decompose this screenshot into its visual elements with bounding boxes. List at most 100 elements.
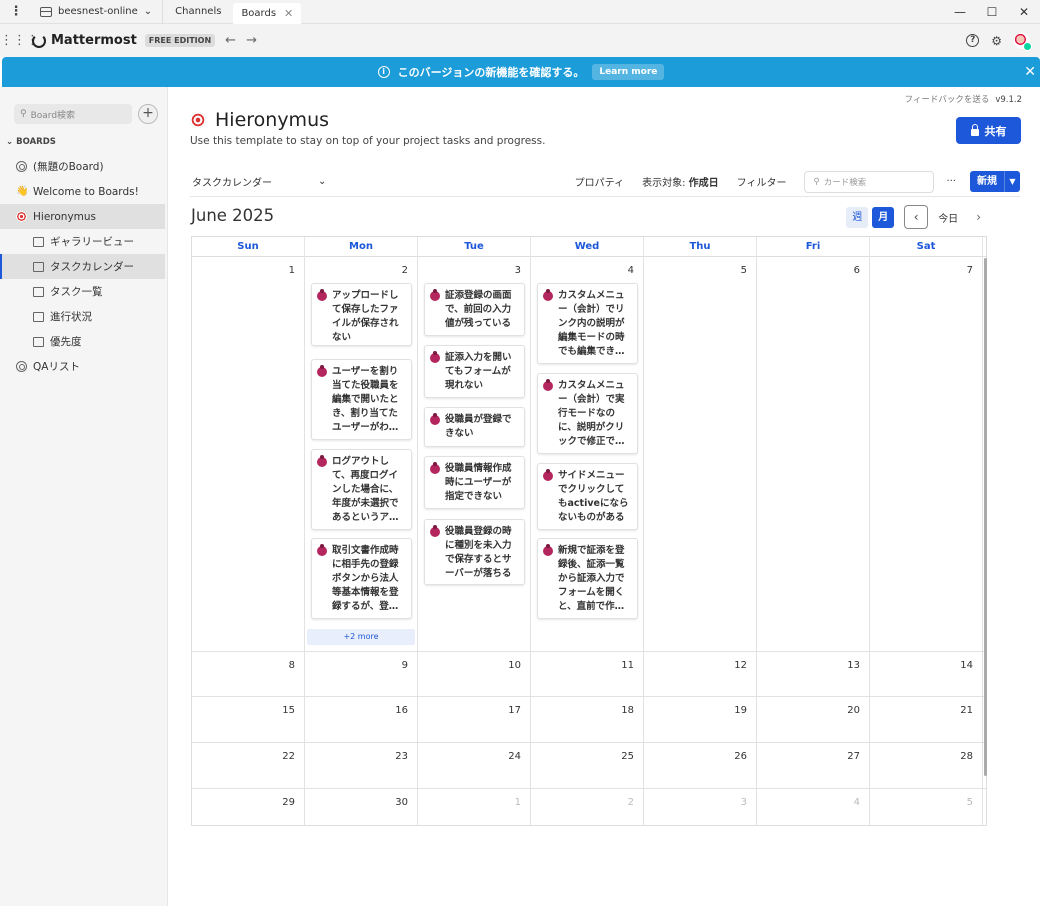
more-options-icon[interactable]: ··· [946, 176, 956, 187]
calendar-day[interactable]: 3 証添登録の画面で、前回の入力値が残っている 証添入力を開いてもフォームが現れ… [418, 257, 531, 651]
product-switcher-icon[interactable]: ⋮⋮⋮ [0, 33, 39, 48]
task-card[interactable]: ログアウトして、再度ログインした場合に、年度が未選択であるというア… [311, 449, 412, 530]
calendar-day[interactable]: 9 [305, 652, 418, 696]
sidebar-item-untitled-board[interactable]: (無題のBoard) [0, 154, 165, 179]
calendar-day[interactable]: 10 [418, 652, 531, 696]
sidebar-view-priority[interactable]: 優先度 [0, 329, 165, 354]
server-selector[interactable]: beesnest-online ⌄ [32, 0, 164, 24]
calendar-day[interactable]: 4 [757, 789, 870, 825]
calendar-day[interactable]: 2 [531, 789, 644, 825]
calendar-day[interactable]: 6 [757, 257, 870, 651]
new-card-button[interactable]: 新規 ▼ [970, 171, 1020, 192]
task-card[interactable]: 役職員が登録できない [424, 407, 525, 447]
calendar-day[interactable]: 26 [644, 743, 757, 788]
board-search-input[interactable]: ⚲ Board検索 [14, 104, 132, 124]
calendar-day[interactable]: 18 [531, 697, 644, 742]
calendar-day[interactable]: 29 [192, 789, 305, 825]
calendar-day[interactable]: 2 アップロードして保存したファイルが保存されない ユーザーを割り当てた役職員を… [305, 257, 418, 651]
card-search-input[interactable]: ⚲ カード検索 [804, 170, 935, 193]
calendar-day[interactable]: 4 カスタムメニュー（会計）でリンク内の説明が編集モードの時でも編集でき… カス… [531, 257, 644, 651]
calendar-day[interactable]: 15 [192, 697, 305, 742]
calendar-day[interactable]: 1 [192, 257, 305, 651]
task-card[interactable]: サイドメニューでクリックしてもactiveにならないものがある [537, 463, 638, 530]
sidebar-view-task-calendar[interactable]: タスクカレンダー [0, 254, 165, 279]
help-icon[interactable]: ? [966, 34, 980, 47]
sidebar-item-qa-list[interactable]: QAリスト [0, 354, 165, 379]
calendar-day[interactable]: 19 [644, 697, 757, 742]
calendar-day[interactable]: 17 [418, 697, 531, 742]
sidebar-view-progress[interactable]: 進行状況 [0, 304, 165, 329]
tab-channels[interactable]: Channels [163, 0, 233, 24]
properties-button[interactable]: プロパティ [574, 178, 625, 189]
display-by-button[interactable]: 表示対象: 作成日 [642, 174, 719, 189]
calendar-day[interactable]: 24 [418, 743, 531, 788]
calendar-day[interactable]: 12 [644, 652, 757, 696]
filter-button[interactable]: フィルター [736, 178, 787, 189]
calendar-day[interactable]: 25 [531, 743, 644, 788]
task-card[interactable]: 役職員登録の時に種別を未入力で保存するとサーバーが落ちる [424, 519, 525, 585]
calendar-day[interactable]: 7 [870, 257, 983, 651]
week-view-button[interactable]: 週 [846, 206, 869, 228]
chevron-left-icon[interactable]: ‹ [904, 205, 929, 229]
close-tab-icon[interactable]: ✕ [284, 6, 294, 20]
today-button[interactable]: 今日 [938, 213, 959, 225]
show-more-button[interactable]: +2 more [307, 629, 415, 645]
day-number: 8 [288, 660, 295, 671]
calendar-day[interactable]: 5 [644, 257, 757, 651]
task-card[interactable]: カスタムメニュー（会計）で実行モードなのに、説明がクリックで修正で… [537, 373, 638, 454]
boards-heading[interactable]: ⌄ BOARDS [6, 137, 56, 147]
task-card[interactable]: 証添登録の画面で、前回の入力値が残っている [424, 283, 525, 336]
close-window-button[interactable]: ✕ [1018, 4, 1030, 19]
board-description[interactable]: Use this template to stay on top of your… [190, 135, 546, 147]
task-card[interactable]: 新規で証添を登録後、証添一覧から証添入力でフォームを開くと、直前で作… [537, 538, 638, 619]
calendar-day[interactable]: 14 [870, 652, 983, 696]
task-card[interactable]: カスタムメニュー（会計）でリンク内の説明が編集モードの時でも編集でき… [537, 283, 638, 364]
calendar-day[interactable]: 5 [870, 789, 983, 825]
app-menu-icon[interactable]: ⋮ [9, 4, 23, 19]
forward-arrow-icon[interactable]: → [246, 33, 257, 48]
avatar[interactable] [1014, 32, 1032, 51]
sidebar-item-welcome[interactable]: 👋 Welcome to Boards! [0, 179, 165, 204]
month-view-button[interactable]: 月 [872, 206, 895, 228]
bug-icon [543, 469, 553, 481]
task-card[interactable]: アップロードして保存したファイルが保存されない [311, 283, 412, 346]
calendar-day[interactable]: 23 [305, 743, 418, 788]
add-board-button[interactable]: + [138, 104, 158, 124]
calendar-scrollbar[interactable] [984, 258, 987, 776]
minimize-button[interactable]: — [954, 4, 966, 19]
back-arrow-icon[interactable]: ← [225, 33, 237, 48]
sidebar-view-task-list[interactable]: タスク一覧 [0, 279, 165, 304]
task-card[interactable]: ユーザーを割り当てた役職員を編集で開いたとき、割り当てたユーザーがわ… [311, 359, 412, 440]
calendar-day[interactable]: 27 [757, 743, 870, 788]
calendar-day[interactable]: 21 [870, 697, 983, 742]
close-icon[interactable]: ✕ [1024, 64, 1036, 80]
learn-more-button[interactable]: Learn more [592, 64, 665, 80]
sidebar-view-gallery[interactable]: ギャラリービュー [0, 229, 165, 254]
chevron-right-icon[interactable]: › [976, 210, 981, 224]
calendar-day[interactable]: 28 [870, 743, 983, 788]
card-title: カスタムメニュー（会計）でリンク内の説明が編集モードの時でも編集でき… [558, 290, 625, 357]
calendar-day[interactable]: 11 [531, 652, 644, 696]
calendar-day[interactable]: 16 [305, 697, 418, 742]
view-selector[interactable]: タスクカレンダー ⌄ [190, 174, 326, 189]
calendar-day[interactable]: 22 [192, 743, 305, 788]
chevron-down-icon[interactable]: ▼ [1004, 171, 1020, 192]
task-card[interactable]: 証添入力を開いてもフォームが現れない [424, 345, 525, 398]
tab-boards[interactable]: Boards ✕ [233, 2, 302, 24]
calendar-day[interactable]: 8 [192, 652, 305, 696]
calendar-day[interactable]: 30 [305, 789, 418, 825]
gear-icon[interactable]: ⚙ [991, 33, 1002, 48]
task-card[interactable]: 取引文書作成時に相手先の登録ボタンから法人等基本情報を登録するが、登… [311, 538, 412, 619]
task-card[interactable]: 役職員情報作成時にユーザーが指定できない [424, 456, 525, 509]
day-number: 13 [847, 660, 860, 671]
share-button[interactable]: 共有 [956, 117, 1021, 144]
calendar-day[interactable]: 13 [757, 652, 870, 696]
feedback-link[interactable]: フィードバックを送る v9.1.2 [904, 93, 1022, 105]
calendar-day[interactable]: 20 [757, 697, 870, 742]
board-view-icon [33, 336, 44, 347]
calendar-day[interactable]: 1 [418, 789, 531, 825]
board-title[interactable]: Hieronymus [190, 109, 329, 131]
maximize-button[interactable]: ☐ [986, 4, 998, 19]
sidebar-item-hieronymus[interactable]: Hieronymus [0, 204, 165, 229]
calendar-day[interactable]: 3 [644, 789, 757, 825]
